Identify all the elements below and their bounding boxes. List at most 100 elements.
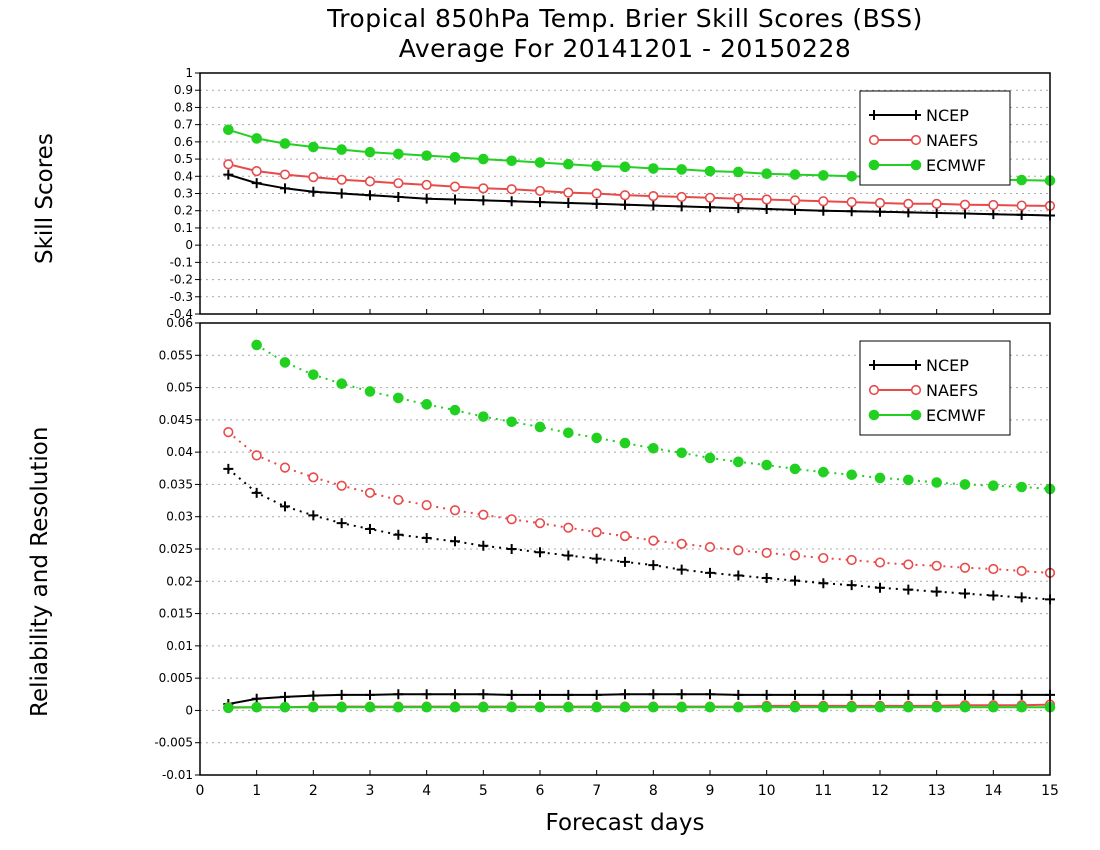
data-point [676,689,687,700]
data-point [960,689,970,700]
data-point [789,701,801,713]
data-point [846,206,857,217]
data-point [449,181,461,192]
data-point [478,183,489,194]
data-point [336,480,347,491]
data-point [534,518,546,529]
x-tick-label: 2 [309,783,318,799]
y-tick-label: 0.8 [174,100,193,114]
data-point [903,207,914,218]
data-point [421,533,432,544]
data-point [676,564,687,575]
data-point [251,701,262,713]
data-point [1016,689,1027,700]
y-tick-label: 0 [185,703,193,717]
data-point [619,437,631,449]
data-point [959,701,971,713]
data-point [648,190,659,202]
data-point [336,144,347,155]
data-point [818,689,829,700]
plot-frame [199,72,1051,315]
data-point [818,196,829,207]
data-point [251,450,262,461]
data-point [959,199,971,210]
data-point [308,690,319,701]
data-point [223,159,234,170]
y-tick-label: 0.06 [166,316,193,330]
data-point [903,198,914,209]
data-point [903,559,914,570]
data-point [704,452,716,464]
data-point [676,164,687,175]
legend-marker [910,409,922,421]
data-point [535,689,545,700]
data-point [279,701,291,713]
data-point [620,199,630,210]
data-point [620,689,630,700]
legend-label: NCEP [926,356,969,375]
data-point [506,514,517,525]
series-ecmwf-solid [223,701,1056,714]
data-point [818,552,829,564]
data-point [591,553,602,564]
data-point [563,197,574,208]
data-point [733,193,744,204]
legend-label: NAEFS [926,381,978,400]
data-point [223,463,234,474]
data-point [648,689,659,700]
data-point [450,689,460,700]
data-point [846,469,857,481]
data-point [251,487,262,498]
data-point [563,550,574,561]
x-tick-label: 15 [1041,783,1059,799]
data-point [846,689,857,700]
y-tick-label: 0.055 [159,348,193,362]
data-point [506,701,517,713]
data-point [280,183,290,194]
legend-marker [868,384,880,396]
series-line [228,706,1050,709]
series-naefs-dotted [223,427,1056,578]
data-point [223,124,234,136]
data-point [308,369,319,380]
data-point [648,442,659,454]
data-point [449,404,461,416]
legend-marker [868,159,880,171]
data-point [874,197,886,209]
data-point [761,194,772,205]
data-point [308,701,319,713]
data-point [818,205,829,216]
data-point [336,689,347,700]
legend-label: NAEFS [926,131,978,150]
x-tick-label: 7 [592,783,601,799]
data-point [818,578,829,589]
legend-marker [910,134,922,146]
data-point [280,691,290,702]
data-point [478,509,489,520]
data-point [704,701,716,713]
legend-label: ECMWF [926,406,986,425]
legend-marker [868,409,880,421]
data-point [874,701,886,713]
data-point [421,179,432,190]
data-point [506,155,517,167]
data-point [421,399,432,410]
data-point [1016,481,1027,493]
data-point [279,462,291,473]
data-point [818,701,829,713]
chart-title: Tropical 850hPa Temp. Brier Skill Scores… [327,4,923,33]
data-point [535,197,545,208]
data-point [336,378,347,389]
data-point [449,505,461,516]
legend: NCEP NAEFS ECMWF [859,340,1011,436]
data-point [931,477,942,488]
data-point [534,185,546,197]
data-point [959,562,971,573]
data-point [789,195,801,206]
data-point [364,487,376,498]
data-point [931,560,942,571]
data-point [676,701,687,713]
data-point [364,146,376,158]
data-point [365,689,375,700]
data-point [903,584,914,595]
